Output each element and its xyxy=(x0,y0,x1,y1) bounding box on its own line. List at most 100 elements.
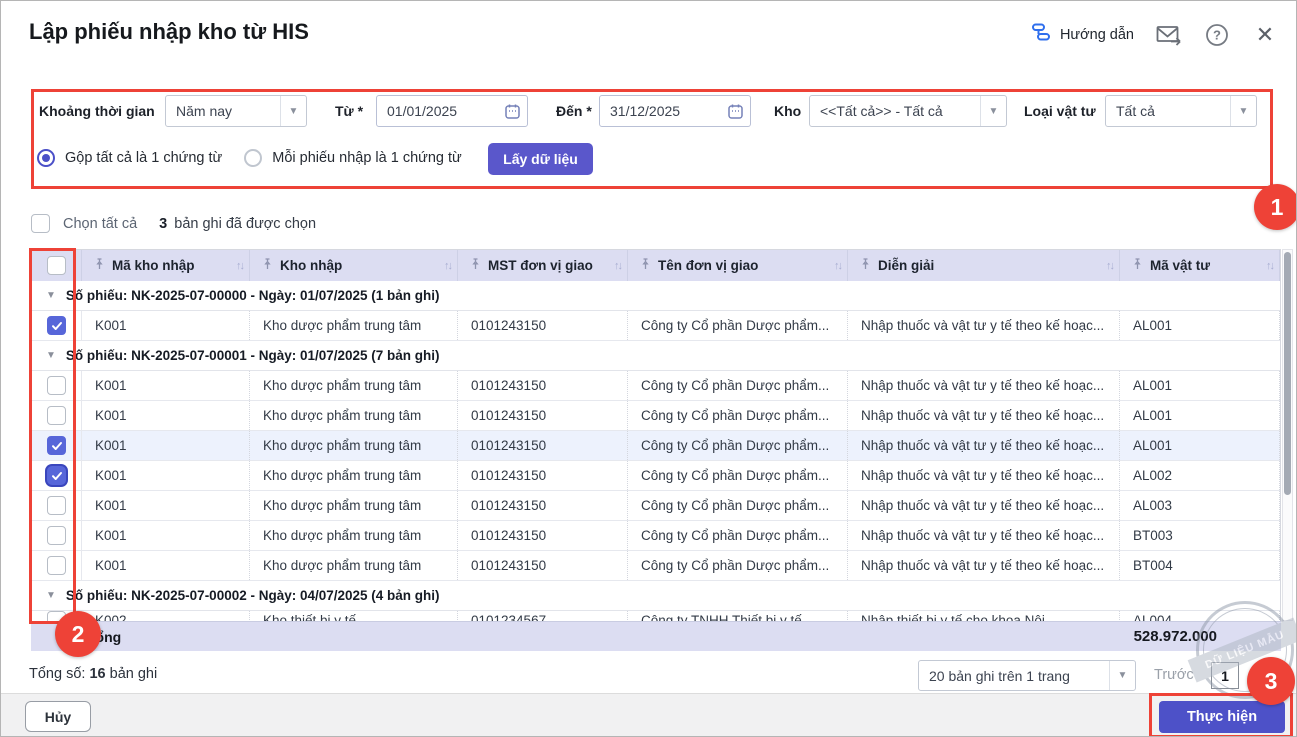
row-checkbox[interactable] xyxy=(47,316,66,335)
radio-merge-all[interactable]: Gộp tất cả là 1 chứng từ xyxy=(37,149,222,167)
guide-icon xyxy=(1030,21,1052,48)
table-row[interactable]: K001 Kho dược phẩm trung tâm 0101243150 Côn… xyxy=(32,491,1280,521)
chevron-down-icon: ▼ xyxy=(1230,96,1256,126)
submit-button[interactable]: Thực hiện xyxy=(1159,701,1285,733)
table-cell: Công ty Cổ phần Dược phẩm... xyxy=(628,491,848,520)
record-count: Tổng số: 16 bản ghi xyxy=(29,666,158,682)
table-row[interactable]: K002 Kho thiết bị y tế 0101234567 Công ty T… xyxy=(32,611,1280,621)
sort-icon[interactable]: ↑↓ xyxy=(444,259,453,272)
table-cell: Nhập thuốc và vật tư y tế theo kế hoạc..… xyxy=(848,431,1120,460)
pin-icon[interactable] xyxy=(640,258,651,273)
table-row[interactable]: K001 Kho dược phẩm trung tâm 0101243150 Côn… xyxy=(32,521,1280,551)
row-checkbox[interactable] xyxy=(47,466,66,485)
calendar-icon[interactable] xyxy=(720,103,750,120)
table-cell: Kho dược phẩm trung tâm xyxy=(250,461,458,490)
cancel-button[interactable]: Hủy xyxy=(25,701,91,732)
row-checkbox[interactable] xyxy=(47,406,66,425)
to-date-input[interactable]: 31/12/2025 xyxy=(599,95,751,127)
period-select[interactable]: Năm nay ▼ xyxy=(165,95,307,127)
table-cell: Kho dược phẩm trung tâm xyxy=(250,431,458,460)
guide-link[interactable]: Hướng dẫn xyxy=(1030,21,1134,48)
radio-unselected-icon xyxy=(244,149,263,167)
group-row[interactable]: ▼ Số phiếu: NK-2025-07-00001 - Ngày: 01/0… xyxy=(32,341,1280,371)
table-cell: K001 xyxy=(82,401,250,430)
table-row[interactable]: K001 Kho dược phẩm trung tâm 0101243150 Côn… xyxy=(32,431,1280,461)
table-cell: Nhập thuốc và vật tư y tế theo kế hoạc..… xyxy=(848,551,1120,580)
table-cell: K001 xyxy=(82,551,250,580)
chevron-down-icon: ▼ xyxy=(280,96,306,126)
group-row[interactable]: ▼ Số phiếu: NK-2025-07-00000 - Ngày: 01/0… xyxy=(32,281,1280,311)
group-row[interactable]: ▼ Số phiếu: NK-2025-07-00002 - Ngày: 04/0… xyxy=(32,581,1280,611)
table-cell: 0101243150 xyxy=(458,311,628,340)
table-cell: Công ty TNHH Thiết bị y tế... xyxy=(628,611,848,621)
radio-merge-label: Gộp tất cả là 1 chứng từ xyxy=(65,150,223,166)
table-cell: Công ty Cổ phần Dược phẩm... xyxy=(628,521,848,550)
collapse-caret-icon[interactable]: ▼ xyxy=(46,590,56,601)
sort-icon[interactable]: ↑↓ xyxy=(236,259,245,272)
close-icon[interactable]: ✕ xyxy=(1255,21,1275,47)
help-icon[interactable]: ? xyxy=(1204,22,1230,48)
sort-icon[interactable]: ↑↓ xyxy=(614,259,623,272)
table-row[interactable]: K001 Kho dược phẩm trung tâm 0101243150 Côn… xyxy=(32,401,1280,431)
pin-icon[interactable] xyxy=(470,258,481,273)
page-size-select[interactable]: 20 bản ghi trên 1 trang ▼ xyxy=(918,660,1136,691)
pin-icon[interactable] xyxy=(1132,258,1143,273)
collapse-caret-icon[interactable]: ▼ xyxy=(46,350,56,361)
table-cell: Kho dược phẩm trung tâm xyxy=(250,491,458,520)
column-header-4[interactable]: Tên đơn vị giao ↑↓ xyxy=(628,250,848,281)
table-cell: Công ty Cổ phần Dược phẩm... xyxy=(628,311,848,340)
row-checkbox[interactable] xyxy=(47,526,66,545)
table-cell: BT003 xyxy=(1120,521,1280,550)
column-header-3[interactable]: MST đơn vị giao ↑↓ xyxy=(458,250,628,281)
from-date-input[interactable]: 01/01/2025 xyxy=(376,95,528,127)
row-checkbox[interactable] xyxy=(47,436,66,455)
table-row[interactable]: K001 Kho dược phẩm trung tâm 0101243150 Côn… xyxy=(32,551,1280,581)
row-checkbox[interactable] xyxy=(47,496,66,515)
vertical-scrollbar[interactable] xyxy=(1282,249,1293,621)
pin-icon[interactable] xyxy=(94,258,105,273)
table-cell: K002 xyxy=(82,611,250,621)
table-cell: 0101243150 xyxy=(458,371,628,400)
header-checkbox[interactable] xyxy=(47,256,66,275)
table-cell: Nhập thuốc và vật tư y tế theo kế hoạc..… xyxy=(848,491,1120,520)
sort-icon[interactable]: ↑↓ xyxy=(1106,259,1115,272)
warehouse-select[interactable]: <<Tất cả>> - Tất cả ▼ xyxy=(809,95,1007,127)
material-type-select[interactable]: Tất cả ▼ xyxy=(1105,95,1257,127)
table-cell: AL001 xyxy=(1120,431,1280,460)
table-cell: Công ty Cổ phần Dược phẩm... xyxy=(628,551,848,580)
row-checkbox[interactable] xyxy=(47,556,66,575)
table-cell: 0101243150 xyxy=(458,461,628,490)
radio-selected-icon xyxy=(37,149,55,167)
table-cell: Công ty Cổ phần Dược phẩm... xyxy=(628,461,848,490)
sort-icon[interactable]: ↑↓ xyxy=(834,259,843,272)
sort-icon[interactable]: ↑↓ xyxy=(1266,259,1275,272)
table-cell: Công ty Cổ phần Dược phẩm... xyxy=(628,401,848,430)
table-cell: K001 xyxy=(82,431,250,460)
column-header-6[interactable]: Mã vật tư ↑↓ xyxy=(1120,250,1280,281)
page-title: Lập phiếu nhập kho từ HIS xyxy=(29,19,309,44)
row-checkbox[interactable] xyxy=(47,376,66,395)
collapse-caret-icon[interactable]: ▼ xyxy=(46,290,56,301)
page-number-input[interactable]: 1 xyxy=(1211,662,1239,689)
pin-icon[interactable] xyxy=(860,258,871,273)
table-row[interactable]: K001 Kho dược phẩm trung tâm 0101243150 Côn… xyxy=(32,461,1280,491)
group-title: Số phiếu: NK-2025-07-00000 - Ngày: 01/07… xyxy=(65,288,440,303)
column-header-1[interactable]: Mã kho nhập ↑↓ xyxy=(82,250,250,281)
table-row[interactable]: K001 Kho dược phẩm trung tâm 0101243150 Côn… xyxy=(32,311,1280,341)
table-cell: 0101234567 xyxy=(458,611,628,621)
prev-page-button[interactable]: Trước xyxy=(1154,667,1194,683)
column-header-2[interactable]: Kho nhập ↑↓ xyxy=(250,250,458,281)
group-title: Số phiếu: NK-2025-07-00002 - Ngày: 04/07… xyxy=(65,588,440,603)
select-all-checkbox[interactable] xyxy=(31,214,50,233)
warehouse-label: Kho xyxy=(774,103,802,119)
fetch-data-button[interactable]: Lấy dữ liệu xyxy=(488,143,593,175)
radio-each-receipt[interactable]: Mỗi phiếu nhập là 1 chứng từ xyxy=(244,149,462,167)
scrollbar-thumb[interactable] xyxy=(1284,252,1291,495)
feedback-mail-icon[interactable] xyxy=(1156,22,1182,48)
selected-count-suffix: bản ghi đã được chọn xyxy=(174,215,317,232)
total-row: Tổng 528.972.000 xyxy=(31,621,1281,651)
column-header-5[interactable]: Diễn giải ↑↓ xyxy=(848,250,1120,281)
calendar-icon[interactable] xyxy=(497,103,527,120)
pin-icon[interactable] xyxy=(262,258,273,273)
table-row[interactable]: K001 Kho dược phẩm trung tâm 0101243150 Côn… xyxy=(32,371,1280,401)
